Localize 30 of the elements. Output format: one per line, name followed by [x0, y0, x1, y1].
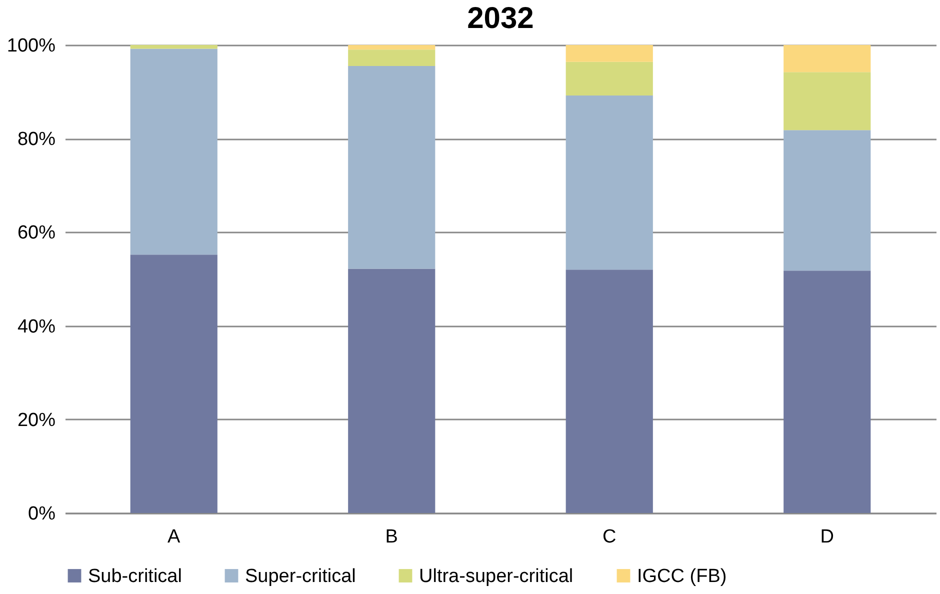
bar [784, 72, 871, 130]
bar [566, 96, 653, 270]
x-tick-label: C [602, 526, 616, 548]
bar [130, 48, 218, 255]
bar [348, 50, 436, 66]
y-tick-label: 20% [17, 410, 56, 431]
legend-label: IGCC (FB) [637, 566, 727, 587]
bar [566, 45, 653, 62]
bar [130, 254, 218, 513]
bar [566, 62, 653, 96]
bar [784, 130, 871, 271]
y-tick-label: 100% [6, 36, 56, 56]
bar [348, 66, 436, 269]
bar [130, 45, 218, 49]
y-tick-label: 0% [28, 504, 56, 524]
bar [566, 270, 653, 513]
x-tick-label: A [168, 526, 181, 548]
legend-label: Super-critical [245, 566, 356, 587]
y-tick-label: 60% [17, 222, 56, 244]
bar [348, 45, 436, 50]
bar [784, 270, 871, 513]
chart-title: 2032 [467, 2, 534, 35]
bar [784, 45, 871, 72]
legend-label: Ultra-super-critical [419, 566, 574, 587]
legend-label: Sub-critical [88, 566, 182, 587]
y-tick-label: 80% [17, 129, 56, 150]
x-tick-label: D [820, 526, 834, 548]
bar [348, 268, 436, 513]
x-tick-label: B [385, 526, 398, 548]
y-tick-label: 40% [17, 316, 56, 338]
